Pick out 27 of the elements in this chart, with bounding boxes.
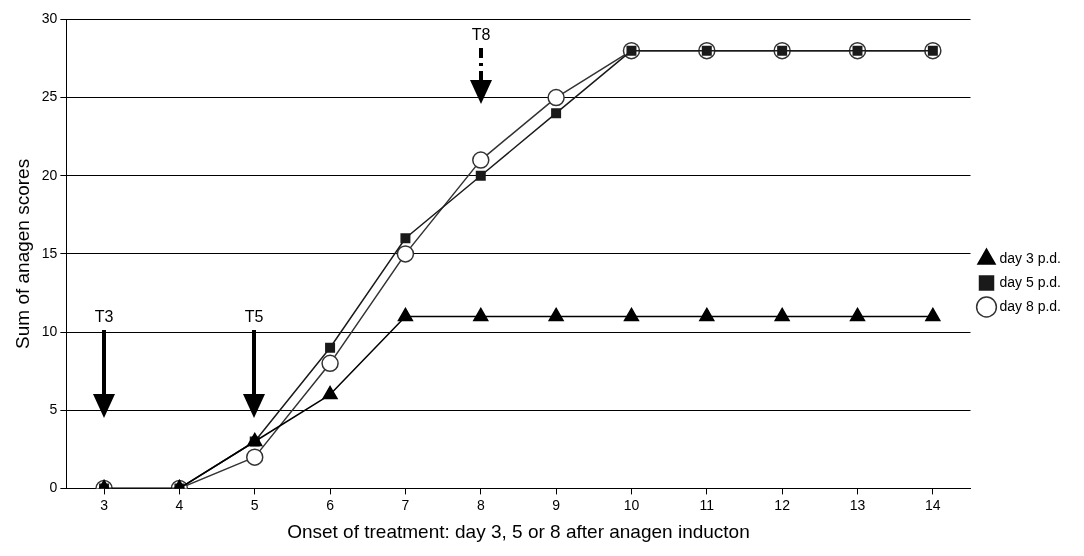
legend-label: day 5 p.d. (999, 273, 1062, 290)
y-tick-label: 10 (41, 322, 58, 339)
y-tick-label: 25 (41, 88, 58, 105)
y-tick-label: 30 (41, 10, 58, 27)
x-tick-label: 7 (401, 496, 410, 513)
annotation: T5 (243, 308, 265, 326)
y-tick-label: 20 (41, 166, 58, 183)
legend-label: day 8 p.d. (999, 297, 1062, 314)
x-tick-label: 9 (552, 496, 561, 513)
y-axis-title: Sum of anagen scores (11, 158, 33, 349)
x-tick-label: 6 (326, 496, 335, 513)
x-tick-label: 3 (100, 496, 109, 513)
x-tick-label: 14 (925, 496, 941, 513)
x-tick-label: 11 (699, 496, 715, 513)
annotation: T3 (93, 308, 115, 326)
x-tick-label: 4 (175, 496, 184, 513)
y-tick-label: 0 (49, 479, 58, 496)
x-tick-label: 5 (250, 496, 259, 513)
x-tick-label: 12 (774, 496, 791, 513)
x-axis-title: Onset of treatment: day 3, 5 or 8 after anagen inducton (287, 520, 750, 542)
legend-label: day 3 p.d. (999, 249, 1062, 266)
x-tick-label: 8 (476, 496, 485, 513)
x-tick-label: 10 (623, 496, 640, 513)
y-tick-label: 5 (49, 401, 58, 418)
y-tick-label: 15 (41, 244, 58, 261)
x-tick-label: 13 (849, 496, 866, 513)
annotation: T8 (470, 26, 492, 44)
